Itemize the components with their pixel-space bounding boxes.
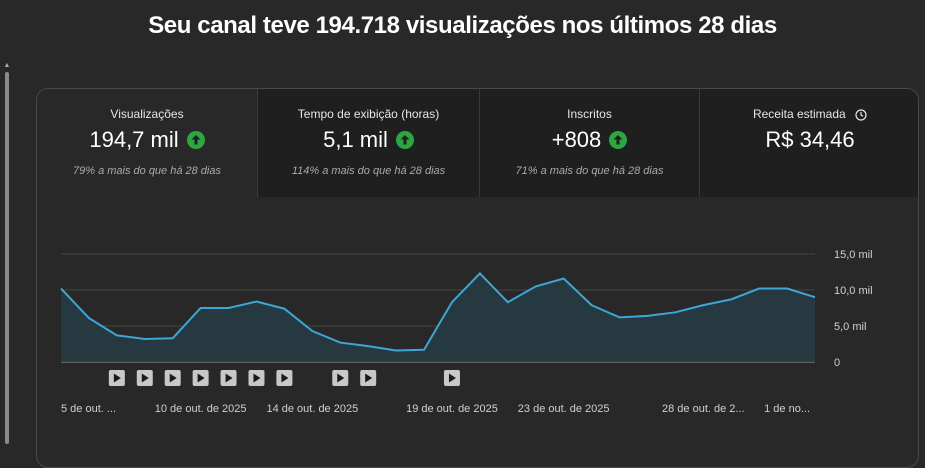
y-tick-label: 15,0 mil: [834, 249, 873, 261]
views-chart: 15,0 mil 10,0 mil 5,0 mil 0 5 de out. ... 10 …: [37, 89, 919, 468]
video-play-icon[interactable]: [109, 370, 125, 386]
x-tick-label: 5 de out. ...: [61, 403, 116, 415]
video-play-icon[interactable]: [332, 370, 348, 386]
video-play-icon[interactable]: [444, 370, 460, 386]
page-scrollbar[interactable]: ▲: [3, 62, 11, 444]
series-area: [61, 273, 815, 362]
y-tick-label: 10,0 mil: [834, 285, 873, 297]
video-play-icon[interactable]: [248, 370, 264, 386]
x-tick-label: 19 de out. de 2025: [406, 403, 498, 415]
scroll-thumb[interactable]: [5, 72, 9, 444]
video-play-icon[interactable]: [276, 370, 292, 386]
x-tick-label: 14 de out. de 2025: [266, 403, 358, 415]
video-play-icon[interactable]: [193, 370, 209, 386]
scroll-up-arrow-icon[interactable]: ▲: [3, 62, 11, 70]
page-headline: Seu canal teve 194.718 visualizações nos…: [0, 12, 925, 40]
y-tick-label: 0: [834, 357, 840, 369]
x-tick-label: 10 de out. de 2025: [155, 403, 247, 415]
x-tick-label: 1 de no...: [764, 403, 810, 415]
y-tick-label: 5,0 mil: [834, 321, 866, 333]
x-tick-label: 23 de out. de 2025: [518, 403, 610, 415]
video-play-icon[interactable]: [165, 370, 181, 386]
video-play-icon[interactable]: [360, 370, 376, 386]
video-play-icon[interactable]: [137, 370, 153, 386]
video-play-icon[interactable]: [221, 370, 237, 386]
x-tick-label: 28 de out. de 2...: [662, 403, 745, 415]
analytics-card: Visualizações 194,7 mil 79% a mais do qu…: [36, 88, 919, 468]
